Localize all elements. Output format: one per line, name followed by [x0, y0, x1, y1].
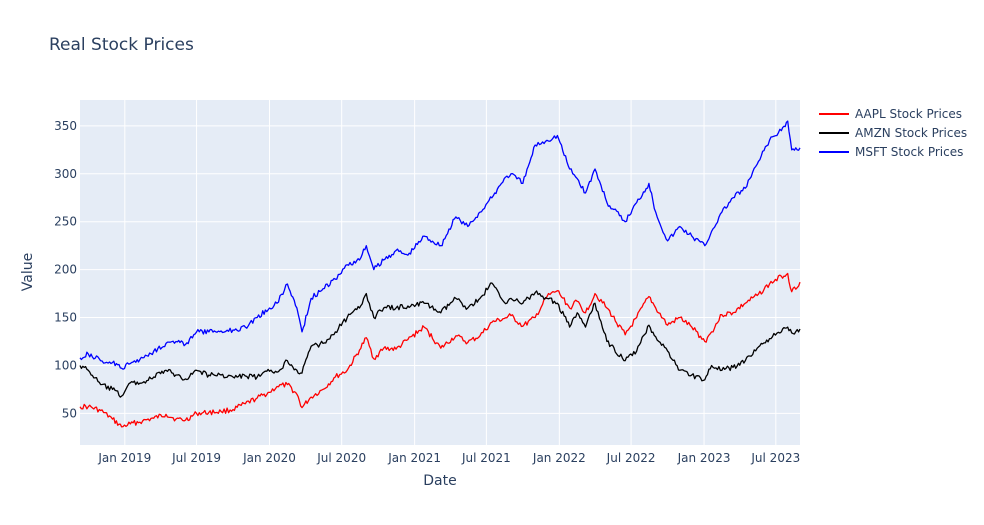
x-tick-label: Jul 2022	[606, 451, 656, 465]
x-tick-label: Jul 2020	[316, 451, 366, 465]
plot-area	[80, 100, 800, 445]
x-tick-label: Jan 2021	[387, 451, 441, 465]
legend[interactable]: AAPL Stock Prices AMZN Stock Prices MSFT S…	[819, 107, 967, 159]
legend-label: MSFT Stock Prices	[855, 145, 963, 159]
x-tick-label: Jan 2019	[97, 451, 151, 465]
y-axis: 50 100 150 200 250 300 350	[54, 119, 77, 421]
x-tick-label: Jan 2022	[532, 451, 586, 465]
grid	[80, 100, 800, 445]
y-axis-title: Value	[20, 253, 36, 291]
x-tick-label: Jul 2021	[461, 451, 511, 465]
y-tick-label: 200	[54, 263, 77, 277]
legend-label: AMZN Stock Prices	[855, 126, 967, 140]
y-tick-label: 350	[54, 119, 77, 133]
series-line-msft	[79, 120, 801, 370]
y-tick-label: 300	[54, 167, 77, 181]
legend-item[interactable]: AAPL Stock Prices	[819, 107, 962, 121]
series-layer	[79, 120, 801, 428]
legend-item[interactable]: AMZN Stock Prices	[819, 126, 967, 140]
legend-label: AAPL Stock Prices	[855, 107, 962, 121]
series-line-amzn	[79, 282, 801, 398]
y-tick-label: 250	[54, 215, 77, 229]
x-tick-label: Jul 2019	[171, 451, 221, 465]
y-tick-label: 100	[54, 358, 77, 372]
x-tick-label: Jan 2023	[677, 451, 731, 465]
x-axis-title: Date	[423, 473, 456, 489]
chart-title: Real Stock Prices	[49, 35, 194, 55]
y-tick-label: 50	[62, 406, 77, 420]
x-tick-label: Jul 2023	[750, 451, 800, 465]
series-line-aapl	[79, 272, 801, 428]
legend-item[interactable]: MSFT Stock Prices	[819, 145, 963, 159]
x-tick-label: Jan 2020	[242, 451, 296, 465]
y-tick-label: 150	[54, 311, 77, 325]
x-axis: Jan 2019 Jul 2019 Jan 2020 Jul 2020 Jan 2021…	[97, 451, 800, 465]
